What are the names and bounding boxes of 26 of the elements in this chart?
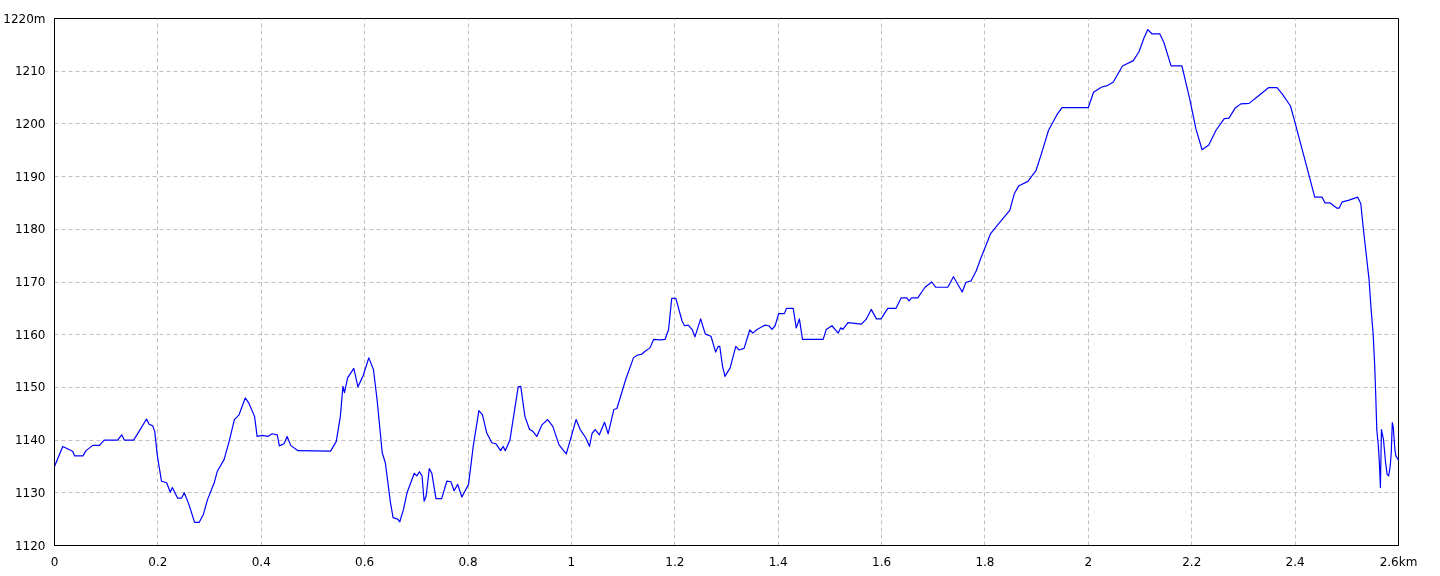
y-tick-label: 1180 <box>14 222 46 237</box>
y-tick-label: 1200 <box>14 116 46 131</box>
line-series <box>54 28 1399 523</box>
x-tick-label: 1.8 <box>975 554 995 569</box>
x-tick-label: 0.8 <box>458 554 478 569</box>
y-tick-label: 1210 <box>14 64 46 79</box>
y-tick-label: 1150 <box>14 380 46 395</box>
x-tick-label: 2.6km <box>1379 554 1418 569</box>
y-tick-label: 1190 <box>14 169 46 184</box>
x-tick-label: 0.4 <box>251 554 271 569</box>
y-tick-label: 1120 <box>14 538 46 553</box>
x-tick-label: 2 <box>1084 554 1093 569</box>
x-tick-label: 1.4 <box>768 554 788 569</box>
x-tick-label: 0 <box>50 554 59 569</box>
y-tick-label: 1130 <box>14 485 46 500</box>
x-tick-label: 2.2 <box>1182 554 1202 569</box>
x-tick-label: 2.4 <box>1285 554 1305 569</box>
y-tick-label: 1170 <box>14 275 46 289</box>
x-tick-label: 1.6 <box>872 554 892 569</box>
x-tick-label: 0.2 <box>148 554 168 569</box>
y-tick-label: 1160 <box>14 327 46 342</box>
x-tick-label: 1.2 <box>665 554 685 569</box>
y-tick-label: 1220m <box>3 11 46 26</box>
x-tick-label: 0.6 <box>355 554 375 569</box>
y-tick-label: 1140 <box>14 433 46 448</box>
x-tick-label: 1 <box>567 554 576 569</box>
